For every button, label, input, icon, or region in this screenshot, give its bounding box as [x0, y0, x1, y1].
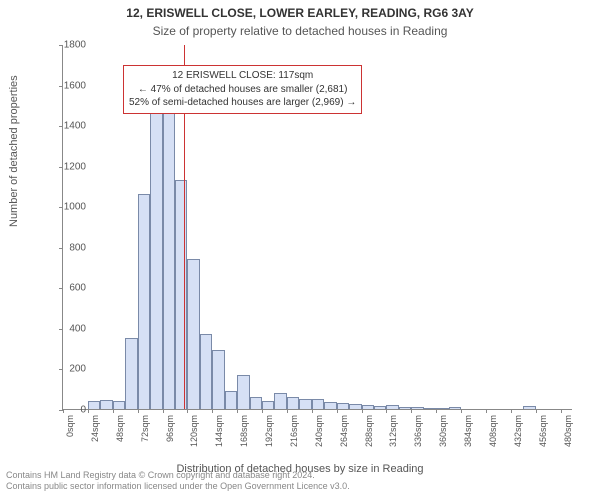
- histogram-bar: [436, 408, 448, 409]
- histogram-bar: [200, 334, 212, 409]
- x-tick-label: 480sqm: [563, 415, 573, 447]
- y-tick-label: 400: [56, 323, 86, 334]
- annotation-line3: 52% of semi-detached houses are larger (…: [129, 97, 356, 108]
- x-tick-mark: [486, 409, 487, 413]
- x-tick-label: 0sqm: [65, 415, 75, 437]
- histogram-bar: [411, 407, 423, 409]
- histogram-bar: [212, 350, 224, 409]
- x-tick-label: 240sqm: [314, 415, 324, 447]
- histogram-bar: [337, 403, 349, 409]
- x-tick-mark: [461, 409, 462, 413]
- x-tick-mark: [561, 409, 562, 413]
- histogram-bar: [113, 401, 125, 409]
- x-tick-label: 456sqm: [538, 415, 548, 447]
- x-tick-mark: [187, 409, 188, 413]
- histogram-bar: [237, 375, 249, 409]
- x-tick-mark: [536, 409, 537, 413]
- histogram-bar: [449, 407, 461, 409]
- histogram-bar: [399, 407, 411, 409]
- x-tick-label: 336sqm: [413, 415, 423, 447]
- chart-area: 12 ERISWELL CLOSE: 117sqm ← 47% of detach…: [62, 45, 572, 410]
- x-tick-label: 144sqm: [214, 415, 224, 447]
- histogram-bar: [225, 391, 237, 409]
- y-tick-label: 0: [56, 405, 86, 416]
- histogram-bar: [324, 402, 336, 409]
- histogram-bar: [523, 406, 535, 409]
- histogram-bar: [312, 399, 324, 409]
- histogram-bar: [88, 401, 100, 409]
- footer: Contains HM Land Registry data © Crown c…: [6, 470, 350, 492]
- x-tick-label: 408sqm: [488, 415, 498, 447]
- histogram-bar: [362, 405, 374, 409]
- x-tick-label: 48sqm: [115, 415, 125, 442]
- y-tick-label: 200: [56, 364, 86, 375]
- x-tick-mark: [362, 409, 363, 413]
- x-tick-label: 96sqm: [165, 415, 175, 442]
- x-tick-mark: [88, 409, 89, 413]
- x-tick-mark: [337, 409, 338, 413]
- title-main: 12, ERISWELL CLOSE, LOWER EARLEY, READIN…: [0, 6, 600, 20]
- annotation-box: 12 ERISWELL CLOSE: 117sqm ← 47% of detach…: [123, 65, 362, 114]
- x-tick-label: 72sqm: [140, 415, 150, 442]
- x-tick-mark: [237, 409, 238, 413]
- y-tick-label: 600: [56, 283, 86, 294]
- x-tick-mark: [287, 409, 288, 413]
- x-tick-label: 288sqm: [364, 415, 374, 447]
- histogram-bar: [100, 400, 112, 409]
- x-tick-label: 264sqm: [339, 415, 349, 447]
- x-tick-mark: [411, 409, 412, 413]
- histogram-bar: [250, 397, 262, 409]
- x-tick-mark: [138, 409, 139, 413]
- histogram-bar: [163, 113, 175, 409]
- x-tick-mark: [511, 409, 512, 413]
- x-tick-label: 168sqm: [239, 415, 249, 447]
- histogram-bar: [125, 338, 137, 409]
- annotation-line2: ← 47% of detached houses are smaller (2,…: [138, 84, 348, 95]
- histogram-bar: [386, 405, 398, 409]
- histogram-bar: [287, 397, 299, 409]
- histogram-bar: [138, 194, 150, 409]
- x-tick-mark: [436, 409, 437, 413]
- x-tick-mark: [312, 409, 313, 413]
- y-axis-label: Number of detached properties: [8, 75, 20, 227]
- footer-line1: Contains HM Land Registry data © Crown c…: [6, 470, 315, 480]
- y-tick-label: 1800: [56, 40, 86, 51]
- x-tick-mark: [386, 409, 387, 413]
- x-tick-mark: [113, 409, 114, 413]
- y-tick-label: 1000: [56, 202, 86, 213]
- histogram-bar: [299, 399, 311, 409]
- plot-region: 12 ERISWELL CLOSE: 117sqm ← 47% of detach…: [62, 45, 572, 410]
- y-tick-label: 1200: [56, 161, 86, 172]
- y-tick-label: 800: [56, 242, 86, 253]
- title-sub: Size of property relative to detached ho…: [0, 24, 600, 38]
- footer-line2: Contains public sector information licen…: [6, 481, 350, 491]
- y-tick-label: 1400: [56, 121, 86, 132]
- x-tick-label: 24sqm: [90, 415, 100, 442]
- histogram-bar: [175, 180, 187, 409]
- x-tick-mark: [212, 409, 213, 413]
- histogram-bar: [374, 406, 386, 409]
- x-tick-label: 216sqm: [289, 415, 299, 447]
- histogram-bar: [424, 408, 436, 409]
- x-tick-label: 384sqm: [463, 415, 473, 447]
- histogram-bar: [274, 393, 286, 409]
- x-tick-label: 120sqm: [189, 415, 199, 447]
- x-tick-label: 432sqm: [513, 415, 523, 447]
- histogram-bar: [187, 259, 199, 409]
- x-tick-mark: [163, 409, 164, 413]
- chart-container: 12, ERISWELL CLOSE, LOWER EARLEY, READIN…: [0, 0, 600, 500]
- x-tick-mark: [262, 409, 263, 413]
- histogram-bar: [150, 113, 162, 409]
- annotation-line1: 12 ERISWELL CLOSE: 117sqm: [172, 70, 313, 81]
- histogram-bar: [349, 404, 361, 409]
- histogram-bar: [262, 401, 274, 409]
- y-tick-label: 1600: [56, 80, 86, 91]
- x-tick-label: 360sqm: [438, 415, 448, 447]
- x-tick-label: 192sqm: [264, 415, 274, 447]
- x-tick-label: 312sqm: [388, 415, 398, 447]
